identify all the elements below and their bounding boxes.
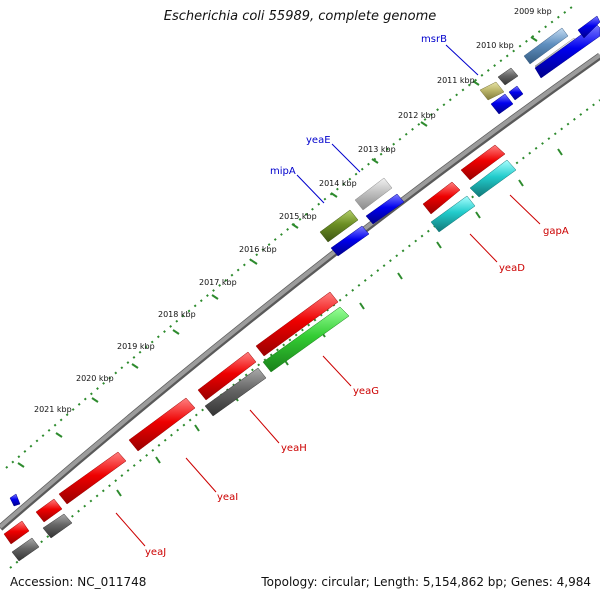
label-leader-lines [115, 44, 541, 547]
gene-feature [262, 306, 350, 373]
gene-feature [508, 85, 524, 101]
outer-dotted-ring [5, 3, 577, 469]
gene-label-yead: yeaD [499, 263, 525, 274]
genome-summary-text: Topology: circular; Length: 5,154,862 bp… [261, 575, 591, 589]
gene-feature [128, 397, 196, 452]
gene-label-gapa: gapA [543, 226, 569, 237]
gene-label-yeah: yeaH [281, 443, 307, 454]
forward-strand-genes [9, 15, 600, 507]
kbp-label: 2019 kbp [117, 342, 155, 351]
gene-feature [497, 67, 519, 86]
gene-feature [490, 93, 514, 115]
genome-backbone [0, 53, 600, 531]
gene-label-yeai: yeaI [217, 492, 238, 503]
gene-label-yeae: yeaE [306, 135, 331, 146]
outer-major-ticks [17, 36, 538, 468]
gene-label-yeag: yeaG [353, 386, 379, 397]
gene-feature [255, 291, 339, 357]
gene-feature [42, 513, 73, 539]
gene-feature [577, 15, 600, 39]
gene-feature [430, 195, 476, 233]
gene-feature [460, 144, 506, 181]
map-title: Escherichia coli 55989, complete genome [163, 9, 437, 24]
kbp-label: 2018 kbp [158, 310, 196, 319]
gene-feature [9, 493, 21, 507]
gene-label-mipa: mipA [270, 166, 296, 177]
kbp-tick-labels: 2009 kbp 2010 kbp 2011 kbp 2012 kbp 2013… [34, 7, 552, 414]
kbp-label: 2009 kbp [514, 7, 552, 16]
kbp-label: 2012 kbp [398, 111, 436, 120]
gene-feature [204, 367, 267, 417]
gene-label-yeaj: yeaJ [145, 547, 166, 558]
gene-feature [11, 537, 40, 562]
reverse-strand-genes [3, 144, 517, 562]
gene-feature [58, 451, 127, 505]
gene-feature [3, 520, 30, 545]
gene-feature [479, 81, 505, 101]
inner-dotted-ring [9, 99, 600, 569]
gene-feature [523, 27, 569, 65]
gene-feature [319, 209, 359, 243]
gene-feature [354, 177, 393, 211]
kbp-label: 2011 kbp [437, 76, 475, 85]
kbp-label: 2020 kbp [76, 374, 114, 383]
gene-feature [422, 181, 461, 215]
gene-feature [197, 351, 257, 401]
kbp-label: 2016 kbp [239, 245, 277, 254]
gene-feature [365, 193, 405, 225]
kbp-label: 2021 kbp [34, 405, 72, 414]
gene-feature [469, 159, 517, 198]
kbp-label: 2015 kbp [279, 212, 317, 221]
kbp-label: 2017 kbp [199, 278, 237, 287]
gene-label-msrb: msrB [421, 34, 447, 45]
kbp-label: 2013 kbp [358, 145, 396, 154]
gene-feature [35, 498, 63, 523]
kbp-label: 2014 kbp [319, 179, 357, 188]
gene-labels: msrB yeaE mipA gapA yeaD yeaG yeaH yeaI … [145, 34, 569, 558]
accession-text: Accession: NC_011748 [10, 575, 147, 589]
gene-feature [330, 225, 370, 257]
kbp-label: 2010 kbp [476, 41, 514, 50]
